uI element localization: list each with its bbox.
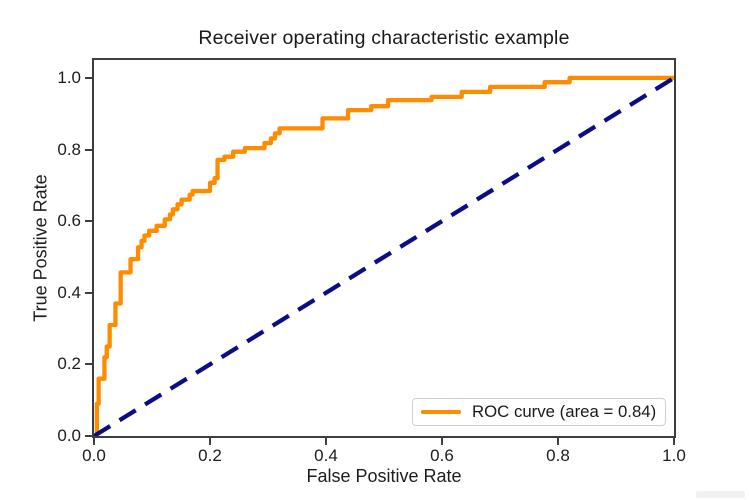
x-tick-mark	[209, 438, 211, 445]
x-tick-label: 0.4	[314, 446, 338, 465]
x-tick-mark	[93, 438, 95, 445]
x-tick-label: 0.2	[198, 446, 222, 465]
x-tick-mark	[325, 438, 327, 445]
x-tick-label: 0.8	[546, 446, 570, 465]
x-tick-mark	[673, 438, 675, 445]
y-tick-mark	[85, 220, 92, 223]
y-tick-mark	[85, 291, 92, 294]
y-tick-mark	[85, 363, 92, 366]
x-tick-label: 0.0	[82, 446, 106, 465]
x-tick-label: 1.0	[662, 446, 686, 465]
x-axis-label: False Positive Rate	[306, 466, 462, 486]
y-tick-label: 0.6	[57, 211, 81, 231]
roc-curve-line	[94, 75, 674, 436]
y-tick-mark	[85, 435, 92, 437]
y-tick-mark	[85, 76, 92, 79]
x-tick-label: 0.6	[430, 446, 454, 465]
legend-box: ROC curve (area = 0.84)	[412, 398, 666, 426]
y-tick-label: 0.0	[57, 426, 81, 445]
plot-area	[92, 58, 676, 438]
y-tick-label: 0.8	[57, 139, 81, 159]
chart-title: Receiver operating characteristic exampl…	[198, 27, 570, 49]
y-tick-label: 1.0	[57, 67, 81, 87]
x-tick-mark	[557, 438, 559, 445]
legend-roc-label: ROC curve (area = 0.84)	[472, 402, 657, 421]
legend-roc-line-swatch	[421, 409, 461, 415]
y-tick-label: 0.2	[57, 354, 81, 374]
plot-area-svg	[94, 75, 674, 436]
x-tick-mark	[441, 438, 443, 445]
watermark	[696, 491, 745, 498]
y-tick-mark	[85, 148, 92, 151]
y-tick-label: 0.4	[57, 282, 81, 302]
chance-diagonal-line	[94, 76, 674, 436]
